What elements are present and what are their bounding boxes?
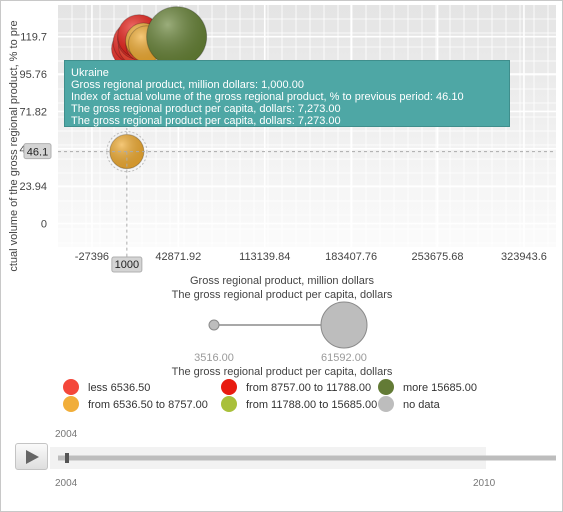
highlight-x-value: 1000	[115, 259, 139, 271]
tooltip-title: Ukraine	[71, 67, 109, 79]
timeline: 2004 2004 2010	[50, 429, 556, 489]
timeline-end-label: 2010	[473, 478, 496, 489]
y-tick-label: 95.76	[19, 69, 47, 81]
y-tick-label: 119.7	[20, 32, 47, 44]
y-axis-label: ctual volume of the gross regional produ…	[8, 20, 20, 271]
x-tick-label: 113139.84	[239, 251, 290, 263]
y-tick-label: 0	[41, 219, 47, 231]
tooltip: Ukraine Gross regional product, million …	[64, 60, 510, 127]
size-axis-label: The gross regional product per capita, d…	[172, 289, 393, 301]
color-legend-swatch	[63, 396, 79, 412]
x-tick-label: 323943.6	[501, 251, 547, 263]
x-tick-label: 253675.68	[412, 251, 464, 263]
play-icon	[26, 450, 39, 464]
y-tick-label: 23.94	[19, 181, 47, 193]
color-legend-label: less 6536.50	[88, 382, 150, 394]
bubble-highlight-ring	[106, 131, 148, 173]
tooltip-line: Gross regional product, million dollars:…	[71, 79, 304, 91]
color-legend-swatch	[378, 379, 394, 395]
tooltip-line: Index of actual volume of the gross regi…	[71, 91, 464, 103]
color-legend: less 6536.50 from 8757.00 to 11788.00 more…	[63, 379, 477, 412]
highlight-x-badge	[111, 256, 143, 273]
x-tick-label: -27396	[75, 251, 109, 263]
y-tick-label: 71.82	[19, 106, 47, 118]
color-legend-swatch	[63, 379, 79, 395]
size-legend-min-circle	[208, 319, 220, 331]
color-legend-label: no data	[403, 399, 441, 411]
highlight-guides: 46.1 1000	[23, 128, 556, 273]
highlight-y-badge	[23, 143, 52, 160]
x-tick-labels: -27396 42871.92 113139.84 183407.76 253675.6…	[75, 251, 547, 263]
color-legend-label: from 6536.50 to 8757.00	[88, 399, 208, 411]
x-tick-label: 183407.76	[325, 251, 377, 263]
play-button[interactable]	[15, 443, 48, 470]
x-tick-label: 42871.92	[155, 251, 201, 263]
tooltip-line: The gross regional product per capita, d…	[71, 115, 341, 127]
timeline-start-label: 2004	[55, 478, 78, 489]
bubble-shading	[146, 6, 207, 67]
color-legend-swatch	[221, 379, 237, 395]
size-legend: 3516.00 61592.00	[194, 301, 368, 364]
color-legend-label: from 8757.00 to 11788.00	[246, 382, 371, 394]
highlight-y-value: 46.1	[27, 147, 48, 159]
color-legend-swatch	[378, 396, 394, 412]
timeline-current-label: 2004	[55, 429, 78, 440]
color-legend-swatch	[221, 396, 237, 412]
x-axis-label: Gross regional product, million dollars	[190, 275, 375, 287]
size-legend-max-label: 61592.00	[321, 352, 367, 364]
color-legend-title: The gross regional product per capita, d…	[172, 366, 393, 378]
size-legend-max-circle	[320, 301, 368, 349]
color-legend-label: more 15685.00	[403, 382, 477, 394]
size-legend-min-label: 3516.00	[194, 352, 234, 364]
color-legend-label: from 11788.00 to 15685.00	[246, 399, 377, 411]
tooltip-line: The gross regional product per capita, d…	[71, 103, 341, 115]
timeline-handle[interactable]	[65, 453, 69, 463]
bubbles	[106, 6, 208, 173]
